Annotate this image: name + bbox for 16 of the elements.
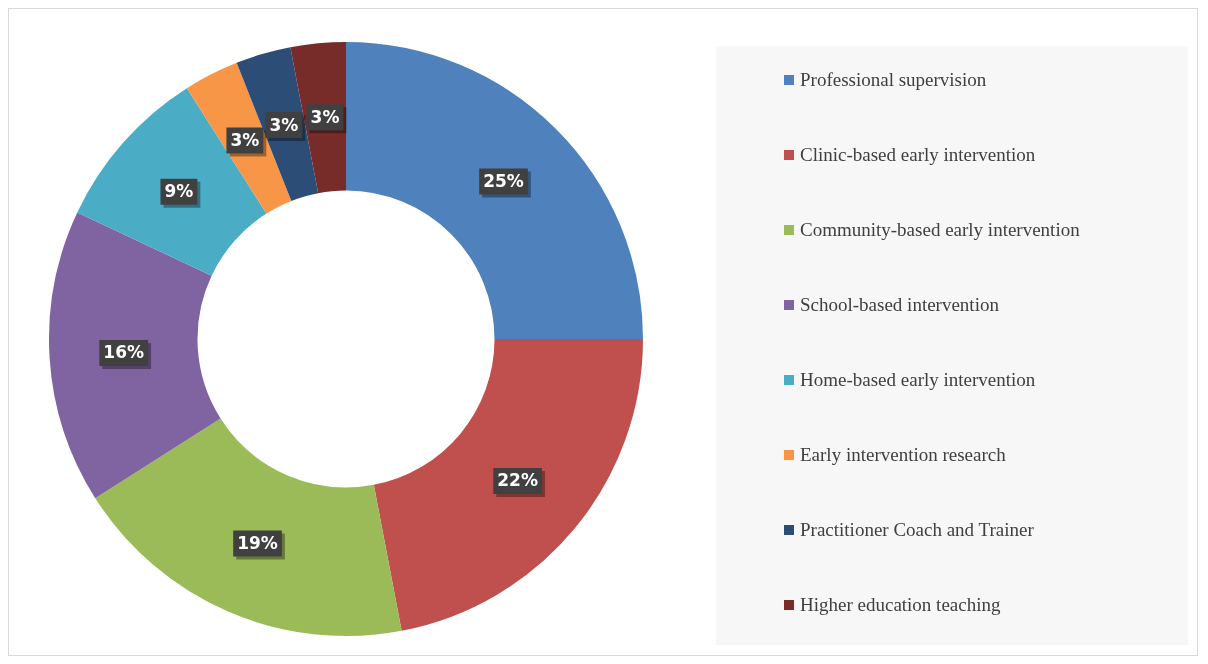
- legend-label: Higher education teaching: [800, 594, 1001, 616]
- data-label: 3%: [269, 114, 299, 135]
- data-label: 25%: [483, 170, 524, 191]
- legend-label: Professional supervision: [800, 69, 987, 91]
- data-label: 3%: [310, 106, 340, 127]
- data-label: 9%: [164, 181, 194, 202]
- legend-label: Practitioner Coach and Trainer: [800, 519, 1034, 541]
- data-label: 3%: [230, 129, 260, 150]
- legend-label: Clinic-based early intervention: [800, 144, 1036, 166]
- legend-label: Home-based early intervention: [800, 369, 1036, 391]
- data-label: 22%: [497, 470, 538, 491]
- legend-label: School-based intervention: [800, 294, 999, 316]
- legend-label: Community-based early intervention: [800, 219, 1080, 241]
- data-label: 16%: [103, 342, 145, 363]
- legend-label: Early intervention research: [800, 444, 1006, 466]
- data-label: 19%: [237, 532, 278, 553]
